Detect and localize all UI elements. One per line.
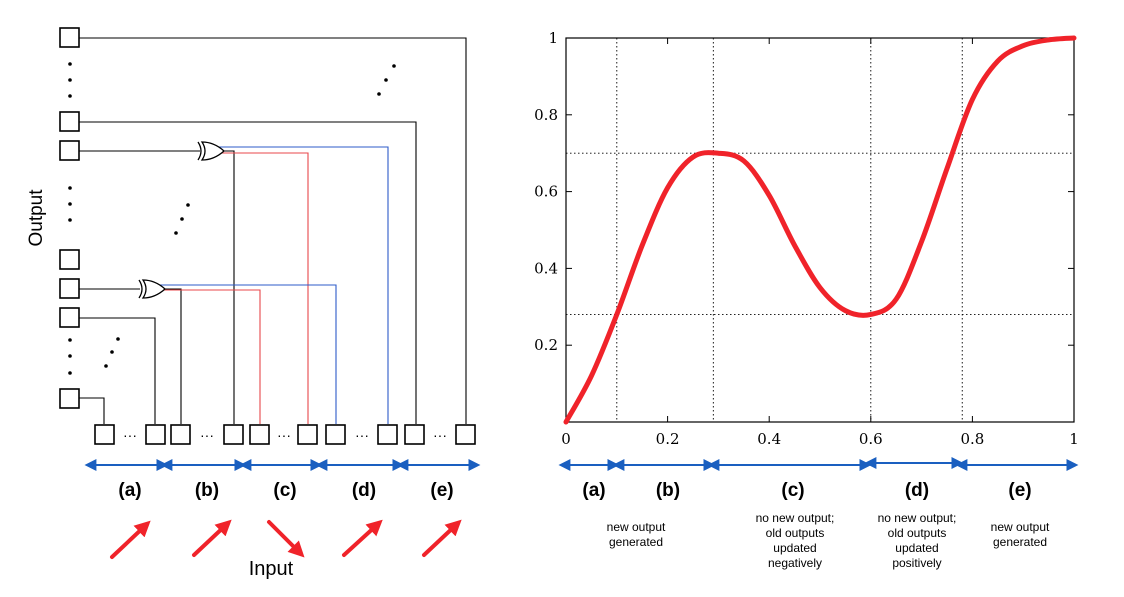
segment-description: new output generated: [607, 520, 666, 549]
output-node: [59, 27, 80, 48]
direction-arrows: [110, 519, 462, 559]
y-tick-label: 0.6: [534, 183, 558, 201]
segment-description: no new output; old outputs updated negative…: [756, 511, 835, 570]
segment-label-e: (e): [430, 480, 453, 501]
plot-segment-label-b: (b): [656, 480, 680, 501]
segment-label-c: (c): [273, 480, 296, 501]
output-ellipsis-dots: [68, 62, 72, 375]
x-tick-label: 0.4: [757, 430, 781, 448]
segment-label-b: (b): [195, 480, 219, 501]
plot-segment-labels: (a) (b) (c) (d) (e): [582, 480, 1031, 501]
y-tick-label: 1: [548, 29, 558, 47]
input-node: [170, 424, 191, 445]
arrow-up-right-icon: [110, 520, 151, 559]
x-tick-label: 0.8: [960, 430, 984, 448]
y-tick-label: 0.2: [534, 336, 558, 354]
x-tick-label: 0.6: [859, 430, 883, 448]
x-tick-labels: 0 0.2 0.4 0.6 0.8 1: [561, 430, 1079, 448]
x-tick-label: 0: [561, 430, 571, 448]
input-node: [145, 424, 166, 445]
input-node: [325, 424, 346, 445]
series-line: [563, 35, 1077, 425]
plot-segment-label-d: (d): [905, 480, 929, 501]
reference-lines: [566, 38, 1074, 422]
xor-gate: [138, 279, 166, 299]
input-node: [94, 424, 115, 445]
x-tick-label: 1: [1069, 430, 1079, 448]
output-node: [59, 388, 80, 409]
input-ellipsis: ···: [277, 427, 291, 443]
input-node: [455, 424, 476, 445]
output-node: [59, 111, 80, 132]
input-ellipsis: ···: [433, 427, 447, 443]
plot-segment-arrows: [558, 457, 1079, 471]
y-tick-label: 0.4: [534, 259, 558, 277]
input-ellipsis: ···: [123, 427, 137, 443]
output-node: [59, 307, 80, 328]
segment-labels: (a) (b) (c) (d) (e): [118, 480, 453, 501]
plot-segment-label-a: (a): [582, 480, 605, 501]
network-diagram: Output: [26, 27, 481, 580]
arrow-up-right-icon: [342, 519, 383, 557]
input-node: [377, 424, 398, 445]
line-plot: 0 0.2 0.4 0.6 0.8 1 0.2 0.4 0.6 0.8 1 (a) (b) (c)…: [534, 29, 1079, 570]
segment-descriptions: new output generated no new output; old out…: [607, 511, 1050, 570]
axis-ticks: [565, 37, 1075, 422]
xor-gate: [197, 141, 225, 161]
segment-description: no new output; old outputs updated positive…: [878, 511, 957, 570]
x-tick-label: 0.2: [656, 430, 680, 448]
input-ellipses: ··· ··· ··· ··· ···: [123, 427, 447, 443]
blue-wires: [156, 146, 389, 424]
y-tick-label: 0.8: [534, 106, 558, 124]
input-node: [297, 424, 318, 445]
segment-label-a: (a): [118, 480, 141, 501]
arrow-up-right-icon: [422, 519, 462, 557]
red-wires: [158, 152, 309, 424]
plot-frame: [565, 37, 1075, 423]
input-node: [404, 424, 425, 445]
output-node: [59, 249, 80, 270]
output-node: [59, 140, 80, 161]
y-tick-labels: 0.2 0.4 0.6 0.8 1: [534, 29, 558, 354]
input-ellipsis: ···: [200, 427, 214, 443]
plot-segment-label-c: (c): [781, 480, 804, 501]
output-axis-label: Output: [26, 189, 47, 247]
arrow-up-right-icon: [192, 519, 232, 557]
arrow-down-right-icon: [267, 520, 305, 558]
diagonal-ellipsis-dots: [104, 64, 396, 368]
plot-segment-label-e: (e): [1008, 480, 1031, 501]
input-ellipsis: ···: [355, 427, 369, 443]
segment-description: new output generated: [991, 520, 1050, 549]
input-nodes: [94, 424, 476, 445]
input-node: [249, 424, 270, 445]
black-wires: [79, 37, 467, 424]
output-node: [59, 278, 80, 299]
input-axis-label: Input: [249, 558, 294, 580]
output-nodes: [59, 27, 80, 409]
segment-label-d: (d): [352, 480, 376, 501]
input-node: [223, 424, 244, 445]
